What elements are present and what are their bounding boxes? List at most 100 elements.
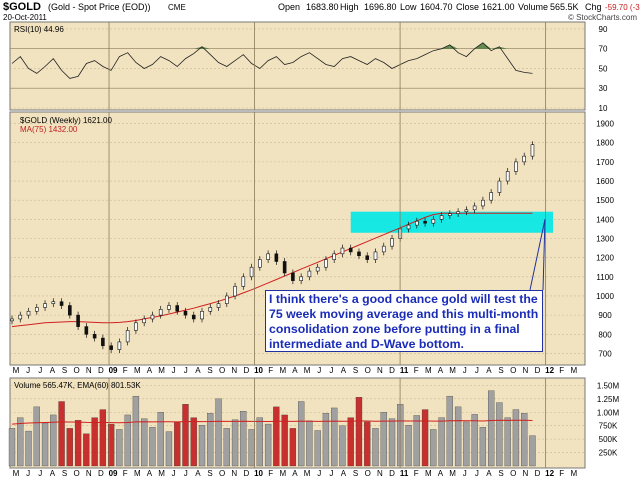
- price-candle: [505, 171, 510, 182]
- price-xtick-label: D: [244, 366, 250, 375]
- volume-bar: [116, 429, 123, 467]
- volume-bar: [17, 417, 24, 467]
- price-candle: [381, 245, 386, 253]
- ma-legend: MA(75) 1432.00: [20, 125, 78, 134]
- volume-ytick-label: 1.00M: [597, 408, 620, 417]
- rsi-ytick-label: 10: [599, 104, 608, 113]
- price-ytick-label: 1800: [596, 139, 614, 148]
- price-candle: [274, 253, 279, 262]
- price-ytick-label: 900: [598, 311, 612, 320]
- price-xtick-label: A: [486, 366, 492, 375]
- chart-date: 20-Oct-2011: [3, 13, 47, 22]
- high-value: 1696.80: [364, 2, 397, 12]
- price-candle: [183, 310, 188, 316]
- volume-bar: [124, 414, 131, 467]
- volume-bar: [256, 417, 263, 467]
- price-xtick-label: O: [510, 366, 516, 375]
- volume-xtick-label: D: [535, 469, 541, 478]
- stockcharts-watermark: © StockCharts.com: [568, 13, 637, 22]
- price-xtick-label: N: [231, 366, 237, 375]
- price-candle: [332, 253, 336, 260]
- rsi-overbought-fill: [499, 46, 508, 49]
- volume-xtick-label: J: [38, 469, 42, 478]
- volume-bar: [281, 414, 288, 467]
- volume-bar: [504, 417, 511, 467]
- price-candle: [191, 314, 196, 320]
- volume-ytick-label: 1.50M: [597, 381, 620, 390]
- annotation-line-1: I think there's a good chance gold will …: [269, 292, 538, 306]
- price-plot: 700 800 900 1000 1100 1200 1300 1400 1500 1600 170…: [10, 120, 614, 358]
- volume-bar: [264, 423, 272, 467]
- price-ytick-label: 1200: [596, 254, 614, 263]
- volume-xtick-label: O: [74, 469, 80, 478]
- price-xtick-label: D: [389, 366, 395, 375]
- volume-bar: [215, 398, 222, 467]
- price-xtick-label: 12: [545, 366, 554, 375]
- volume-bar: [273, 406, 280, 467]
- volume-bar: [165, 431, 173, 467]
- volume-bar: [66, 428, 73, 467]
- volume-xtick-label: F: [559, 469, 564, 478]
- price-candle: [348, 247, 353, 253]
- volume-xtick-label: S: [353, 469, 358, 478]
- volume-xtick-label: S: [498, 469, 503, 478]
- price-candle: [84, 326, 89, 335]
- volume-xtick-label: O: [365, 469, 371, 478]
- volume-bar: [231, 419, 239, 467]
- volume-bar: [190, 417, 197, 467]
- volume-bar: [207, 413, 214, 467]
- volume-bar: [413, 415, 420, 467]
- change-value: -59.70 (-3.55%): [605, 3, 640, 12]
- price-xtick-label: D: [98, 366, 104, 375]
- price-candle: [373, 251, 378, 260]
- price-ytick-label: 1500: [596, 196, 614, 205]
- volume-bar: [430, 429, 437, 467]
- price-ytick-label: 1000: [596, 292, 614, 301]
- price-candle: [224, 295, 229, 304]
- price-candle: [489, 192, 493, 201]
- price-xtick-label: J: [463, 366, 467, 375]
- volume-bar: [438, 417, 445, 467]
- price-ytick-label: 1300: [596, 235, 614, 244]
- volume-bar: [421, 409, 429, 467]
- volume-xtick-label: M: [304, 469, 311, 478]
- volume-ytick-label: 250K: [599, 449, 618, 458]
- volume-bar: [471, 414, 478, 467]
- volume-xtick-label: M: [571, 469, 578, 478]
- rsi-overbought-fill: [491, 46, 500, 49]
- price-candle: [299, 276, 303, 281]
- price-candle: [249, 266, 254, 278]
- price-candle: [150, 314, 155, 320]
- price-ytick-label: 1900: [596, 120, 614, 129]
- price-candle: [51, 301, 56, 304]
- price-candle: [481, 199, 485, 207]
- price-xtick-label: S: [353, 366, 358, 375]
- volume-xtick-label: J: [317, 469, 321, 478]
- price-candle: [76, 314, 80, 327]
- volume-xtick-label: A: [438, 469, 444, 478]
- price-xtick-label: M: [279, 366, 286, 375]
- price-candle: [167, 305, 171, 310]
- volume-xtick-label: F: [414, 469, 419, 478]
- rsi-overbought-fill: [449, 44, 459, 49]
- volume-bar: [91, 417, 98, 467]
- price-xtick-label: J: [184, 366, 188, 375]
- volume-bar: [83, 433, 90, 467]
- price-xtick-label: D: [535, 366, 541, 375]
- price-xtick-label: F: [123, 366, 128, 375]
- price-candle: [258, 259, 262, 268]
- volume-xtick-label: N: [377, 469, 383, 478]
- price-xtick-label: J: [38, 366, 42, 375]
- price-candle: [233, 286, 237, 297]
- price-candle: [472, 205, 477, 211]
- volume-xtick-label: A: [292, 469, 298, 478]
- price-xtick-label: J: [475, 366, 479, 375]
- volume-xtick-label: M: [449, 469, 456, 478]
- close-label: Close: [456, 2, 479, 12]
- price-candle: [324, 259, 328, 268]
- volume-bar: [306, 420, 313, 467]
- price-candle: [101, 337, 105, 347]
- volume-xtick-label: F: [268, 469, 273, 478]
- price-candle: [514, 161, 518, 172]
